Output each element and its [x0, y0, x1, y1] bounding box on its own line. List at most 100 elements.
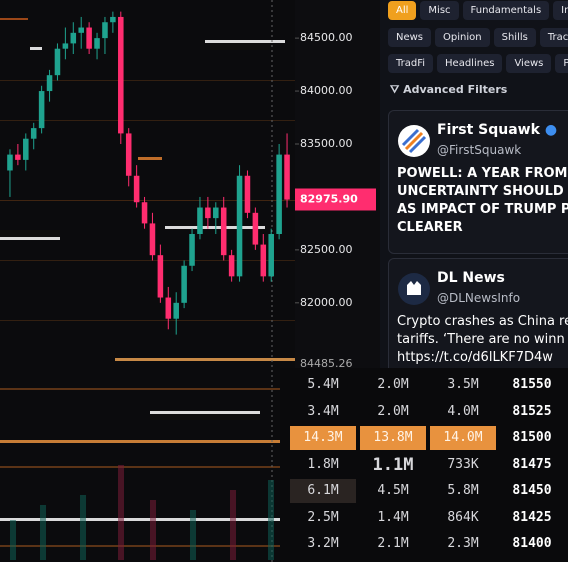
book-row: 3.4M 2.0M 4.0M 81525 — [280, 400, 568, 424]
post-line: Crypto crashes as China re — [397, 314, 568, 329]
heat-line — [0, 518, 280, 521]
candle-body — [7, 154, 13, 171]
volume-bar — [10, 520, 16, 560]
size-cell: 2.0M — [377, 403, 409, 419]
heat-line — [0, 120, 295, 121]
size-cell: 3.5M — [447, 377, 479, 392]
post-line: https://t.co/d6lLKF7D4w — [397, 350, 553, 365]
size-cell: 864K — [447, 509, 479, 525]
volume-bar — [230, 490, 236, 560]
post-line: UNCERTAINTY SHOULD E — [397, 184, 568, 199]
filter-chip[interactable]: Fundamentals — [462, 1, 550, 20]
author-handle: @FirstSquawk — [437, 143, 522, 157]
candle-body — [236, 175, 243, 277]
size-cell: 14.3M — [290, 426, 356, 450]
candle-body — [78, 27, 84, 33]
filter-chip[interactable]: All — [388, 1, 417, 20]
candle-body — [54, 48, 61, 76]
lower-pane-price: 84485.26 — [300, 357, 353, 370]
feed-card[interactable]: First Squawk ● @FirstSquawk POWELL: A YE… — [388, 110, 568, 254]
candle-body — [46, 75, 53, 92]
volume-bar — [80, 495, 86, 560]
filter-chip[interactable]: Misc — [420, 1, 459, 20]
author-name-text: First Squawk — [437, 122, 540, 138]
price-chart: 84485.26 84500.00 84000.00 83500.00 82500.0… — [0, 0, 376, 562]
author-name: DL News — [437, 270, 505, 286]
candle-body — [118, 16, 124, 134]
candle-body — [62, 43, 69, 49]
current-price-label: 82975.90 — [300, 192, 358, 205]
chart-bg — [0, 0, 295, 562]
filter-chip[interactable]: Shills — [493, 28, 536, 47]
size-cell: 1.8M — [307, 456, 339, 472]
filter-chip[interactable]: Opinion — [435, 28, 490, 47]
candle-body — [252, 212, 259, 245]
heat-line — [0, 200, 295, 201]
price-level: 81450 — [512, 483, 552, 498]
candle-body — [149, 223, 156, 256]
candle-body — [30, 128, 37, 139]
y-tick-label: 84000.00 — [300, 84, 353, 97]
size-cell: 3.4M — [307, 403, 339, 419]
candle-body — [102, 22, 108, 39]
heat-line — [0, 80, 295, 81]
y-tick-label: 82500.00 — [300, 243, 353, 256]
filter-chip[interactable]: Headlines — [437, 54, 503, 73]
size-cell: 1.1M — [372, 454, 414, 475]
size-cell: 5.4M — [307, 377, 339, 392]
candle-body — [181, 265, 187, 303]
heatmap — [0, 18, 295, 547]
filter-chip[interactable]: Inst — [553, 1, 568, 20]
y-tick-label: 83500.00 — [300, 137, 353, 150]
candle-body — [244, 175, 251, 213]
candle-body — [38, 91, 45, 129]
candle-body — [133, 175, 140, 203]
book-row: 1.8M 1.1M 733K 81475 — [280, 453, 568, 477]
news-panel: AllMiscFundamentalsInst NewsOpinionShills… — [380, 0, 568, 370]
size-cell: 4.5M — [377, 483, 409, 498]
advanced-filters[interactable]: ⛛ Advanced Filters — [390, 83, 508, 96]
volume-bar — [150, 500, 156, 560]
filter-chip[interactable]: Views — [506, 54, 552, 73]
filter-chip[interactable]: TradFi — [388, 54, 434, 73]
size-cell: 14.0M — [430, 426, 496, 450]
size-cell: 5.8M — [447, 483, 479, 498]
candle-body — [173, 302, 179, 319]
candle-body — [110, 16, 116, 23]
size-cell: 2.0M — [377, 377, 409, 392]
candle-body — [260, 244, 267, 277]
candle-body — [213, 207, 219, 219]
advanced-filters-label: Advanced Filters — [403, 83, 508, 96]
feed-card[interactable]: DL News @DLNewsInfo Crypto crashes as Ch… — [388, 258, 568, 370]
heat-line — [138, 157, 162, 160]
size-cell: 2.1M — [377, 536, 409, 551]
volume-bar — [268, 480, 274, 560]
chip-row: AllMiscFundamentalsInst — [388, 0, 568, 20]
book-row: 5.4M 2.0M 3.5M 81550 — [280, 373, 568, 397]
avatar-icon — [407, 281, 421, 295]
heat-line — [0, 260, 295, 261]
filter-chip[interactable]: News — [388, 28, 432, 47]
price-level: 81475 — [512, 456, 552, 472]
candle-body — [165, 297, 172, 319]
avatar — [398, 273, 430, 305]
size-cell: 4.0M — [447, 403, 479, 419]
size-cell: 2.5M — [307, 509, 339, 525]
book-row: 3.2M 2.1M 2.3M 81400 — [280, 532, 568, 556]
post-line: POWELL: A YEAR FROM N — [397, 166, 568, 181]
y-tick-label: 84500.00 — [300, 31, 353, 44]
avatar-icon — [401, 128, 427, 154]
size-cell: 733K — [447, 456, 479, 472]
y-tick-label: 82000.00 — [300, 296, 353, 309]
candle-body — [86, 27, 92, 49]
book-row: 2.5M 1.4M 864K 81425 — [280, 506, 568, 530]
filter-chip[interactable]: Po — [555, 54, 568, 73]
volume-bar — [40, 505, 46, 560]
filter-chip[interactable]: Trackin — [539, 28, 568, 47]
size-cell: 1.4M — [377, 509, 409, 525]
candle-body — [276, 154, 282, 234]
candle-body — [228, 255, 235, 277]
book-row: 14.3M 13.8M 14.0M 81500 — [280, 426, 568, 450]
order-book: 5.4M 2.0M 3.5M 81550 3.4M 2.0M 4.0M 81525 14.3M 1… — [280, 368, 568, 562]
heat-line — [115, 358, 295, 361]
